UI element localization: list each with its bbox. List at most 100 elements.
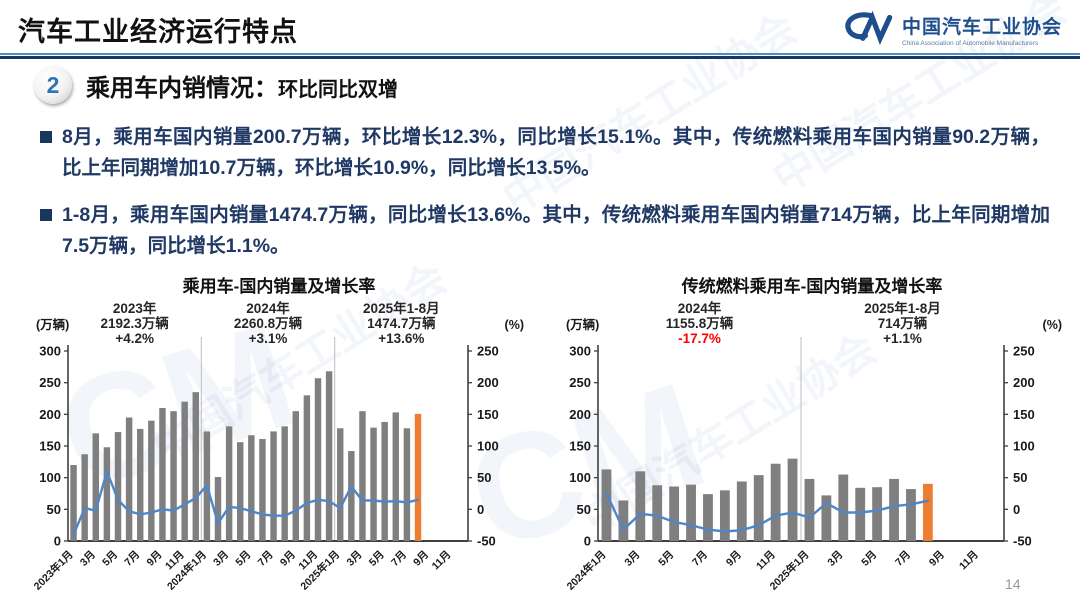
left-axis-unit-label: (万辆): [566, 317, 599, 332]
bar: [855, 487, 866, 541]
bar: [838, 474, 849, 541]
x-axis-tick-label: 3月: [345, 549, 365, 569]
left-axis-tick-label: 250: [569, 375, 591, 390]
x-axis-tick-label: 7月: [389, 549, 409, 569]
x-axis-tick-label: 11月: [430, 549, 454, 573]
x-axis-tick-label: 7月: [893, 549, 913, 569]
x-axis-tick-label: 3月: [622, 549, 642, 569]
bar: [148, 420, 155, 541]
chart-annotation-line: 1155.8万辆: [666, 315, 734, 331]
chart-annotation-line: +1.1%: [883, 331, 922, 346]
bar: [403, 428, 411, 541]
bar: [821, 495, 832, 541]
bullet-text-1: 8月，乘用车国内销量200.7万辆，环比增长12.3%，同比增长15.1%。其中…: [62, 126, 1050, 179]
chart-annotation-line: 2025年1-8月: [363, 300, 440, 316]
bar: [303, 395, 311, 541]
chart-annotation-line: +4.2%: [115, 331, 154, 346]
bar: [348, 451, 355, 541]
bullet-text-2: 1-8月，乘用车国内销量1474.7万辆，同比增长13.6%。其中，传统燃料乘用…: [62, 204, 1050, 257]
chart-traditional-fuel: 传统燃料乘用车-国内销量及增长率 300 250 200 150 100 50 0 250 20…: [556, 272, 1068, 607]
bar: [70, 465, 77, 541]
x-axis-tick-label: 7月: [256, 549, 276, 569]
x-axis-tick-label: 11月: [754, 549, 778, 573]
left-axis-tick-label: 50: [47, 502, 61, 517]
right-axis-unit-label: (%): [505, 318, 524, 332]
logo-name-cn: 中国汽车工业协会: [901, 17, 1062, 38]
right-axis-tick-label: 0: [1013, 502, 1020, 517]
bar: [170, 411, 177, 541]
right-axis-tick-label: -50: [1013, 534, 1032, 549]
bar: [787, 458, 798, 541]
bar: [652, 485, 663, 541]
logo-name-en: China Association of Automobile Manufact…: [901, 40, 1039, 47]
chart-svg: 300 250 200 150 100 50 0 250 200 150 100 50 0 -50 (万辆)…: [564, 300, 1062, 593]
bar: [181, 401, 188, 541]
growth-rate-line: [605, 492, 930, 533]
right-axis-tick-label: 100: [477, 439, 499, 454]
chart-title-passenger: 乘用车-国内销量及增长率: [182, 277, 376, 296]
caam-logo: 中国汽车工业协会 China Association of Automobile…: [842, 8, 1062, 51]
bar: [703, 494, 713, 541]
bar: [669, 486, 680, 541]
right-axis-tick-label: -50: [477, 534, 496, 549]
bar: [889, 478, 899, 541]
x-axis-tick-label: 9月: [927, 549, 947, 569]
x-axis-tick-label: 3月: [211, 549, 231, 569]
x-axis-tick-label: 11月: [957, 549, 981, 573]
x-axis-tick-label: 3月: [825, 549, 845, 569]
header-divider-navy: [0, 56, 1080, 59]
x-axis-tick-label: 5月: [100, 549, 120, 569]
bullet-square-icon: [40, 131, 52, 143]
bar: [292, 411, 299, 541]
left-axis-tick-label: 100: [39, 470, 61, 485]
bar: [225, 426, 233, 541]
section-title: 乘用车内销情况：环比同比双增: [86, 74, 398, 102]
bar: [214, 477, 222, 541]
bar: [92, 433, 99, 541]
growth-rate-line: [72, 470, 420, 536]
left-axis-tick-label: 0: [54, 534, 61, 549]
bar: [125, 417, 133, 541]
bar: [259, 439, 266, 541]
bar: [618, 500, 629, 541]
x-axis-tick-label: 2023年1月: [31, 548, 76, 593]
x-axis-tick-label: 5月: [656, 549, 676, 569]
left-axis-tick-label: 100: [569, 470, 591, 485]
chart-title-traditional: 传统燃料乘用车-国内销量及增长率: [681, 277, 943, 296]
chart-annotation-line: +3.1%: [249, 331, 288, 346]
page-number: 14: [1005, 576, 1021, 592]
bar: [753, 475, 764, 541]
left-axis-tick-label: 200: [39, 407, 61, 422]
bar-highlighted: [922, 483, 933, 541]
chart-annotation-line: 2260.8万辆: [234, 315, 303, 331]
left-axis-tick-label: 250: [39, 375, 61, 390]
bar: [314, 378, 322, 541]
x-axis-tick-label: 2024年1月: [564, 548, 609, 593]
x-axis-tick-label: 7月: [122, 549, 142, 569]
right-axis-tick-label: 50: [477, 470, 491, 485]
chart-annotation-line: 2192.3万辆: [101, 315, 170, 331]
x-axis-tick-label: 9月: [411, 549, 431, 569]
bar: [114, 432, 122, 541]
bar: [270, 431, 277, 541]
bar: [237, 442, 244, 541]
x-axis-tick-label: 7月: [690, 549, 710, 569]
chart-annotation-line: 2023年: [113, 300, 157, 316]
bar: [103, 447, 111, 541]
chart-annotation-line: 2024年: [678, 300, 722, 316]
left-axis-unit-label: (万辆): [36, 317, 69, 332]
chart-annotation-line: 714万辆: [878, 315, 928, 331]
chart-annotation-line: +13.6%: [378, 331, 424, 346]
right-axis-tick-label: 150: [477, 407, 499, 422]
bar: [359, 411, 366, 541]
bar: [770, 463, 781, 541]
page-title: 汽车工业经济运行特点: [18, 17, 298, 47]
right-axis-tick-label: 200: [477, 375, 499, 390]
chart-annotation-line: 2025年1-8月: [864, 300, 941, 316]
bullet-square-icon: [40, 209, 52, 221]
x-axis-tick-label: 5月: [859, 549, 879, 569]
bar: [719, 490, 730, 541]
bar: [872, 487, 883, 541]
bar: [601, 469, 612, 541]
left-axis-tick-label: 300: [569, 344, 591, 359]
